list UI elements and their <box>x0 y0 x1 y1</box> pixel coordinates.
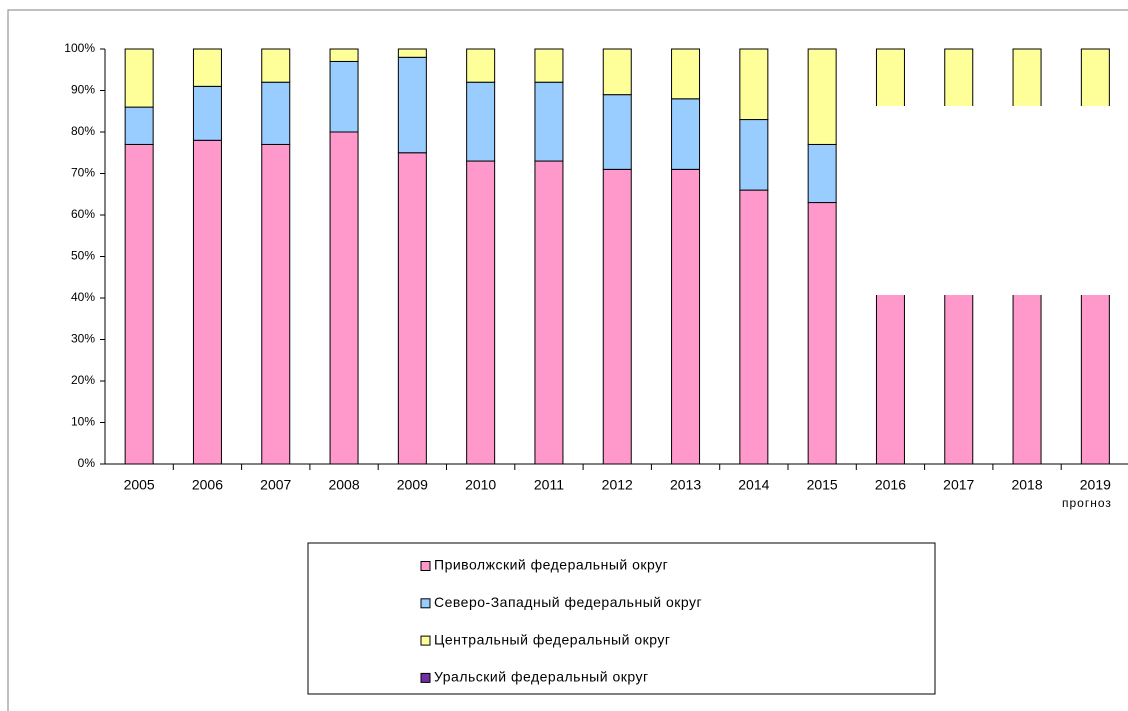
x-tick-label: 2013 <box>670 477 701 493</box>
bar-segment <box>671 98 701 170</box>
bar-segment <box>534 48 564 83</box>
bar-segment <box>602 94 632 170</box>
x-tick-label: 2017 <box>943 477 974 493</box>
legend-swatch <box>420 635 431 646</box>
occluding-panel <box>866 106 1116 295</box>
x-tick-label: 2007 <box>260 477 291 493</box>
y-tick-label: 70% <box>71 166 95 180</box>
legend-label: Центральный федеральный округ <box>434 631 670 647</box>
bar-segment <box>739 48 769 121</box>
legend-label: Уральский федеральный округ <box>434 669 649 685</box>
bar-segment <box>192 85 222 141</box>
bar-segment <box>1080 48 1110 108</box>
bar-segment <box>192 139 222 465</box>
bar-segment <box>261 81 291 145</box>
bar-segment <box>739 189 769 465</box>
legend-box <box>307 542 936 695</box>
y-tick-label: 90% <box>71 83 95 97</box>
y-tick-label: 0% <box>78 456 96 470</box>
bar-segment <box>124 143 154 465</box>
bar-segment <box>466 48 496 83</box>
bar-segment <box>397 152 427 465</box>
bar-segment <box>807 48 837 145</box>
bar-segment <box>671 48 701 100</box>
y-tick-label: 100% <box>64 41 95 55</box>
legend-label: Приволжский федеральный округ <box>434 557 668 573</box>
x-tick-label: 2016 <box>875 477 906 493</box>
x-tick-label: 2005 <box>124 477 155 493</box>
bar-segment <box>534 81 564 162</box>
bar-segment <box>671 168 701 465</box>
x-tick-label: 2010 <box>465 477 496 493</box>
bar-segment <box>807 202 837 465</box>
x-tick-label: 2008 <box>328 477 359 493</box>
bar-segment <box>1012 48 1042 108</box>
bar-segment <box>329 131 359 465</box>
y-tick-label: 40% <box>71 290 95 304</box>
bar-segment <box>329 48 359 62</box>
y-tick-label: 10% <box>71 415 95 429</box>
bar-segment <box>807 143 837 204</box>
legend-swatch <box>420 598 431 609</box>
annotation: прогноз <box>1062 496 1112 510</box>
x-tick-label: 2015 <box>807 477 838 493</box>
bar-segment <box>944 48 974 108</box>
x-tick-label: 2011 <box>534 477 564 493</box>
bar-segment <box>192 48 222 87</box>
y-tick-label: 50% <box>71 249 95 263</box>
x-tick-label: 2014 <box>738 477 769 493</box>
legend-swatch <box>420 561 431 571</box>
bar-segment <box>124 48 154 108</box>
bar-segment <box>329 60 359 133</box>
bar-segment <box>466 160 496 465</box>
bar-segment <box>466 81 496 162</box>
x-tick-label: 2009 <box>397 477 428 493</box>
bar-segment <box>261 143 291 465</box>
y-tick-label: 80% <box>71 124 95 138</box>
x-tick-label: 2018 <box>1011 477 1042 493</box>
bar-segment <box>397 48 427 58</box>
legend-label: Северо-Западный федеральный округ <box>434 594 702 610</box>
bar-segment <box>875 48 905 108</box>
y-tick-label: 60% <box>71 207 95 221</box>
x-tick-label: 2019 <box>1080 477 1111 493</box>
bar-segment <box>602 48 632 96</box>
x-tick-label: 2012 <box>602 477 633 493</box>
bar-segment <box>739 119 769 191</box>
bar-segment <box>124 106 154 145</box>
y-tick-label: 20% <box>71 373 95 387</box>
y-tick-label: 30% <box>71 332 95 346</box>
bar-segment <box>602 168 632 465</box>
bar-segment <box>534 160 564 465</box>
bar-segment <box>261 48 291 83</box>
x-tick-label: 2006 <box>192 477 223 493</box>
legend-swatch <box>420 672 431 683</box>
bar-segment <box>397 56 427 154</box>
